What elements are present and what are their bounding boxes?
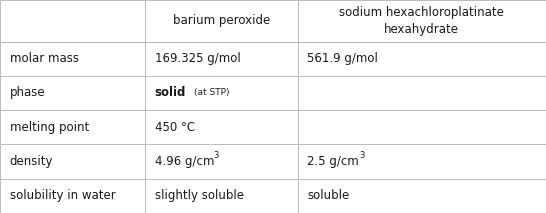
Text: barium peroxide: barium peroxide [173,14,270,27]
Text: solubility in water: solubility in water [10,189,116,202]
Text: 4.96 g/cm: 4.96 g/cm [155,155,214,168]
Text: phase: phase [10,86,45,99]
Text: density: density [10,155,54,168]
Text: melting point: melting point [10,121,89,134]
Text: slightly soluble: slightly soluble [155,189,244,202]
Text: 561.9 g/mol: 561.9 g/mol [307,52,378,65]
Text: 450 °C: 450 °C [155,121,194,134]
Text: 3: 3 [213,151,218,160]
Text: solid: solid [155,86,186,99]
Text: molar mass: molar mass [10,52,79,65]
Text: soluble: soluble [307,189,349,202]
Text: sodium hexachloroplatinate
hexahydrate: sodium hexachloroplatinate hexahydrate [340,6,504,36]
Text: (at STP): (at STP) [194,88,230,98]
Text: 3: 3 [359,151,365,160]
Text: 2.5 g/cm: 2.5 g/cm [307,155,359,168]
Text: 169.325 g/mol: 169.325 g/mol [155,52,240,65]
